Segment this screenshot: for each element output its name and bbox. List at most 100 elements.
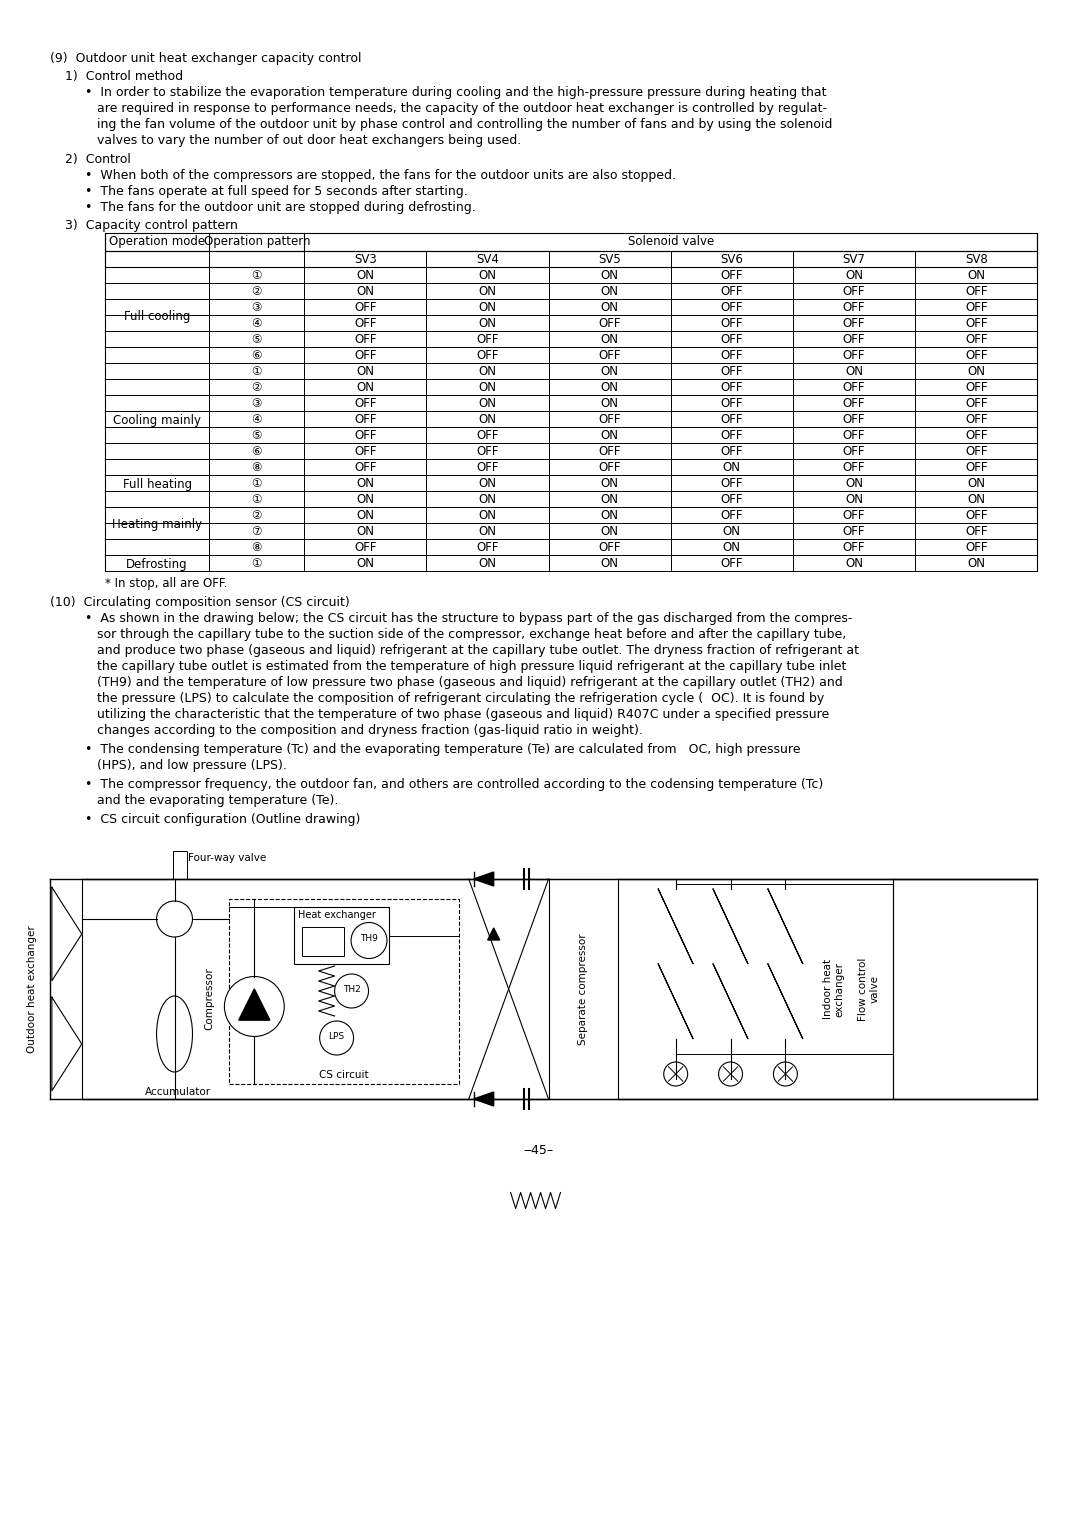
Text: OFF: OFF bbox=[964, 526, 987, 538]
Text: ON: ON bbox=[356, 269, 375, 283]
Text: OFF: OFF bbox=[842, 348, 865, 362]
Text: OFF: OFF bbox=[964, 461, 987, 474]
Text: CS circuit: CS circuit bbox=[320, 1070, 369, 1080]
Text: OFF: OFF bbox=[476, 541, 499, 555]
Text: OFF: OFF bbox=[964, 301, 987, 313]
Text: the capillary tube outlet is estimated from the temperature of high pressure liq: the capillary tube outlet is estimated f… bbox=[84, 660, 846, 672]
Text: OFF: OFF bbox=[720, 380, 743, 394]
Text: Accumulator: Accumulator bbox=[145, 1086, 211, 1097]
Text: ⑥: ⑥ bbox=[252, 445, 262, 458]
Text: OFF: OFF bbox=[720, 445, 743, 458]
Bar bbox=[549, 879, 619, 1099]
Text: OFF: OFF bbox=[598, 348, 621, 362]
Text: ON: ON bbox=[845, 558, 863, 570]
Text: ON: ON bbox=[723, 541, 741, 555]
Text: OFF: OFF bbox=[964, 286, 987, 298]
Text: OFF: OFF bbox=[720, 316, 743, 330]
Text: •  As shown in the drawing below; the CS circuit has the structure to bypass par: • As shown in the drawing below; the CS … bbox=[84, 613, 852, 625]
Text: OFF: OFF bbox=[842, 316, 865, 330]
Text: ④: ④ bbox=[252, 413, 262, 426]
Text: ON: ON bbox=[600, 429, 619, 442]
Polygon shape bbox=[658, 964, 693, 1039]
Text: ⑤: ⑤ bbox=[252, 333, 262, 345]
Text: Outdoor heat exchanger: Outdoor heat exchanger bbox=[27, 924, 37, 1053]
Polygon shape bbox=[474, 872, 494, 886]
Text: ON: ON bbox=[356, 509, 375, 523]
Text: ON: ON bbox=[356, 558, 375, 570]
Text: ON: ON bbox=[600, 509, 619, 523]
Text: ON: ON bbox=[723, 526, 741, 538]
Text: OFF: OFF bbox=[720, 429, 743, 442]
Text: OFF: OFF bbox=[354, 301, 377, 313]
Text: TH2: TH2 bbox=[342, 986, 361, 995]
Text: •  The compressor frequency, the outdoor fan, and others are controlled accordin: • The compressor frequency, the outdoor … bbox=[84, 778, 823, 792]
Text: OFF: OFF bbox=[720, 301, 743, 313]
Text: Cooling mainly: Cooling mainly bbox=[113, 414, 201, 426]
Text: OFF: OFF bbox=[964, 445, 987, 458]
Text: OFF: OFF bbox=[354, 413, 377, 426]
Text: (10)  Circulating composition sensor (CS circuit): (10) Circulating composition sensor (CS … bbox=[50, 596, 350, 610]
Text: ON: ON bbox=[600, 286, 619, 298]
Bar bbox=[105, 251, 1037, 267]
Text: •  The fans operate at full speed for 5 seconds after starting.: • The fans operate at full speed for 5 s… bbox=[84, 185, 468, 199]
Bar bbox=[294, 908, 389, 964]
Text: Operation mode: Operation mode bbox=[109, 235, 205, 248]
Text: SV6: SV6 bbox=[720, 254, 743, 266]
Text: TH9: TH9 bbox=[360, 934, 378, 943]
Text: OFF: OFF bbox=[354, 348, 377, 362]
Text: Heating mainly: Heating mainly bbox=[112, 518, 202, 532]
Text: OFF: OFF bbox=[354, 316, 377, 330]
Text: OFF: OFF bbox=[842, 286, 865, 298]
Text: OFF: OFF bbox=[354, 445, 377, 458]
Text: OFF: OFF bbox=[842, 541, 865, 555]
Text: OFF: OFF bbox=[964, 316, 987, 330]
Text: OFF: OFF bbox=[720, 286, 743, 298]
Text: OFF: OFF bbox=[354, 541, 377, 555]
Text: Compressor: Compressor bbox=[204, 967, 215, 1030]
Text: and the evaporating temperature (Te).: and the evaporating temperature (Te). bbox=[84, 795, 338, 807]
Text: Indoor heat
exchanger: Indoor heat exchanger bbox=[823, 960, 845, 1019]
Text: ON: ON bbox=[478, 316, 497, 330]
Text: •  When both of the compressors are stopped, the fans for the outdoor units are : • When both of the compressors are stopp… bbox=[84, 170, 676, 182]
Text: ④: ④ bbox=[252, 316, 262, 330]
Text: 1)  Control method: 1) Control method bbox=[65, 70, 183, 83]
Text: OFF: OFF bbox=[354, 397, 377, 410]
Text: •  The condensing temperature (Tc) and the evaporating temperature (Te) are calc: • The condensing temperature (Tc) and th… bbox=[84, 743, 800, 756]
Text: OFF: OFF bbox=[598, 541, 621, 555]
Text: ON: ON bbox=[600, 380, 619, 394]
Text: OFF: OFF bbox=[720, 494, 743, 506]
Text: the pressure (LPS) to calculate the composition of refrigerant circulating the r: the pressure (LPS) to calculate the comp… bbox=[84, 692, 824, 704]
Text: and produce two phase (gaseous and liquid) refrigerant at the capillary tube out: and produce two phase (gaseous and liqui… bbox=[84, 643, 859, 657]
Text: ON: ON bbox=[478, 413, 497, 426]
Text: ①: ① bbox=[252, 494, 262, 506]
Text: ON: ON bbox=[356, 477, 375, 490]
Text: •  The fans for the outdoor unit are stopped during defrosting.: • The fans for the outdoor unit are stop… bbox=[84, 202, 475, 214]
Text: ⑦: ⑦ bbox=[252, 526, 262, 538]
Text: OFF: OFF bbox=[598, 413, 621, 426]
Text: •  In order to stabilize the evaporation temperature during cooling and the high: • In order to stabilize the evaporation … bbox=[84, 86, 826, 99]
Text: Four-way valve: Four-way valve bbox=[189, 853, 267, 863]
Text: Operation pattern: Operation pattern bbox=[203, 235, 310, 248]
Text: ⑤: ⑤ bbox=[252, 429, 262, 442]
Circle shape bbox=[320, 1021, 353, 1054]
Text: ON: ON bbox=[478, 380, 497, 394]
Text: ON: ON bbox=[478, 365, 497, 377]
Text: ON: ON bbox=[845, 494, 863, 506]
Text: ①: ① bbox=[252, 269, 262, 283]
Text: ON: ON bbox=[845, 269, 863, 283]
Text: ②: ② bbox=[252, 509, 262, 523]
Text: ON: ON bbox=[356, 380, 375, 394]
Text: 3)  Capacity control pattern: 3) Capacity control pattern bbox=[65, 219, 238, 232]
Text: ON: ON bbox=[723, 461, 741, 474]
Text: ON: ON bbox=[478, 397, 497, 410]
Text: Full heating: Full heating bbox=[122, 478, 191, 490]
Text: ing the fan volume of the outdoor unit by phase control and controlling the numb: ing the fan volume of the outdoor unit b… bbox=[84, 118, 833, 131]
Text: OFF: OFF bbox=[842, 509, 865, 523]
Polygon shape bbox=[768, 964, 802, 1039]
Text: ON: ON bbox=[845, 365, 863, 377]
Text: valves to vary the number of out door heat exchangers being used.: valves to vary the number of out door he… bbox=[84, 134, 521, 147]
Text: OFF: OFF bbox=[720, 413, 743, 426]
Circle shape bbox=[225, 976, 284, 1036]
Text: OFF: OFF bbox=[964, 397, 987, 410]
Text: (HPS), and low pressure (LPS).: (HPS), and low pressure (LPS). bbox=[84, 759, 286, 772]
